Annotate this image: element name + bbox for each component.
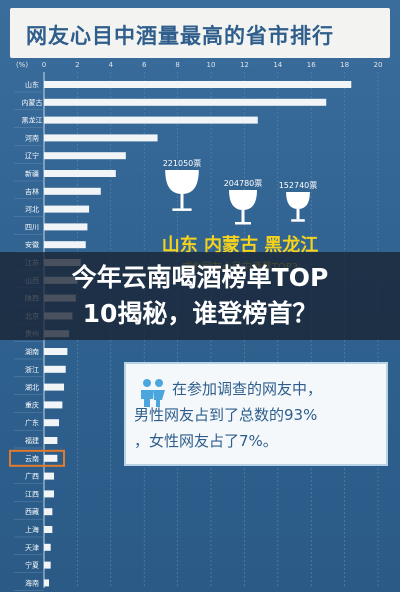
category-label: 辽宁 (25, 151, 39, 160)
bar (44, 81, 352, 88)
bar (44, 419, 60, 427)
category-label: 天津 (25, 544, 39, 552)
category-label: 福建 (25, 436, 39, 445)
page-title: 网友心目中酒量最高的省市排行 (26, 24, 334, 48)
x-tick-label: 6 (142, 61, 147, 69)
category-label: 河北 (25, 206, 39, 214)
bar (44, 223, 88, 231)
wine-glass-base (235, 222, 251, 225)
result-line-3: ，女性网友占了7%。 (134, 432, 278, 450)
category-label: 宁夏 (25, 561, 39, 570)
x-tick-label: 10 (207, 61, 216, 69)
x-tick-label: 8 (175, 61, 179, 69)
category-label: 浙江 (25, 365, 39, 374)
result-line-2: 男性网友占到了总数的93% (134, 406, 318, 424)
headline-line-2: 10揭秘，谁登榜首？ (82, 299, 318, 328)
category-label: 江西 (25, 490, 39, 498)
bar (44, 365, 66, 373)
category-label: 吉林 (25, 187, 39, 196)
category-label: 湖南 (25, 347, 39, 356)
bar (44, 526, 53, 533)
vote-label: 152740票 (279, 181, 318, 190)
x-tick-label: 14 (273, 61, 282, 69)
bar (44, 205, 90, 213)
wine-glass-stem (296, 209, 300, 220)
highlight-box (9, 449, 65, 467)
bar (44, 241, 86, 249)
wine-glass-group: 221050票 204780票 152740票 (163, 159, 318, 225)
category-label: 安徽 (25, 240, 39, 249)
category-label: 广东 (25, 418, 39, 427)
category-label: 重庆 (25, 400, 39, 409)
headline-overlay: 今年云南喝酒榜单TOP 10揭秘，谁登榜首？ (0, 252, 400, 340)
wine-glass-base (291, 219, 305, 222)
x-tick-label: 20 (374, 61, 383, 69)
category-label: 海南 (25, 578, 39, 587)
vote-label: 204780票 (224, 179, 263, 188)
category-label: 广西 (25, 472, 39, 481)
category-label: 上海 (25, 525, 39, 534)
bar (44, 170, 116, 177)
title-banner: 网友心目中酒量最高的省市排行 (10, 8, 390, 58)
survey-result-text: 在参加调查的网友中， 男性网友占到了总数的93% ，女性网友占了7%。 (134, 376, 384, 454)
category-label: 河南 (25, 133, 39, 142)
bar (44, 437, 58, 444)
bar (44, 543, 51, 551)
vote-label: 221050票 (163, 159, 202, 168)
bar (44, 116, 258, 124)
wine-glass-stem (180, 194, 184, 209)
wine-glass-icon (229, 190, 257, 210)
category-label: 黑龙江 (22, 116, 43, 125)
headline-line-1: 今年云南喝酒榜单TOP (71, 263, 329, 292)
bar (44, 472, 55, 480)
top3-heading: 山东 内蒙古 黑龙江 (162, 234, 319, 256)
bar (44, 134, 158, 142)
x-tick-label: 12 (240, 61, 249, 69)
wine-glass-icon (286, 192, 310, 209)
bar (44, 561, 51, 569)
x-tick-label: 16 (307, 61, 316, 69)
wine-glass-base (172, 208, 192, 211)
bar (44, 152, 126, 160)
result-line-1: 在参加调查的网友中， (172, 380, 323, 398)
category-label: 内蒙古 (22, 98, 43, 107)
bar (44, 348, 68, 355)
bar (44, 454, 58, 462)
category-label: 四川 (25, 223, 39, 231)
category-label: 湖北 (25, 383, 39, 392)
bar (44, 383, 65, 391)
category-label: 云南 (25, 454, 39, 463)
bar (44, 98, 327, 106)
x-tick-label: 2 (75, 61, 79, 69)
category-label: 山东 (25, 80, 39, 89)
survey-result-box: 在参加调查的网友中， 男性网友占到了总数的93% ，女性网友占了7%。 (124, 362, 388, 466)
bar (44, 401, 63, 409)
bar (44, 187, 101, 195)
wine-glass-stem (241, 210, 245, 222)
bar (44, 490, 55, 498)
x-tick-label: 4 (109, 61, 114, 69)
x-tick-label: 18 (340, 61, 349, 69)
headline: 今年云南喝酒榜单TOP 10揭秘，谁登榜首？ (0, 260, 400, 332)
axis-unit-label: (%) (16, 61, 28, 69)
category-label: 新疆 (25, 169, 39, 178)
people-icon (141, 379, 165, 407)
bar (44, 508, 53, 516)
category-label: 西藏 (25, 507, 39, 516)
wine-glass-icon (165, 170, 199, 194)
x-tick-label: 0 (42, 61, 46, 69)
bar (44, 579, 50, 587)
